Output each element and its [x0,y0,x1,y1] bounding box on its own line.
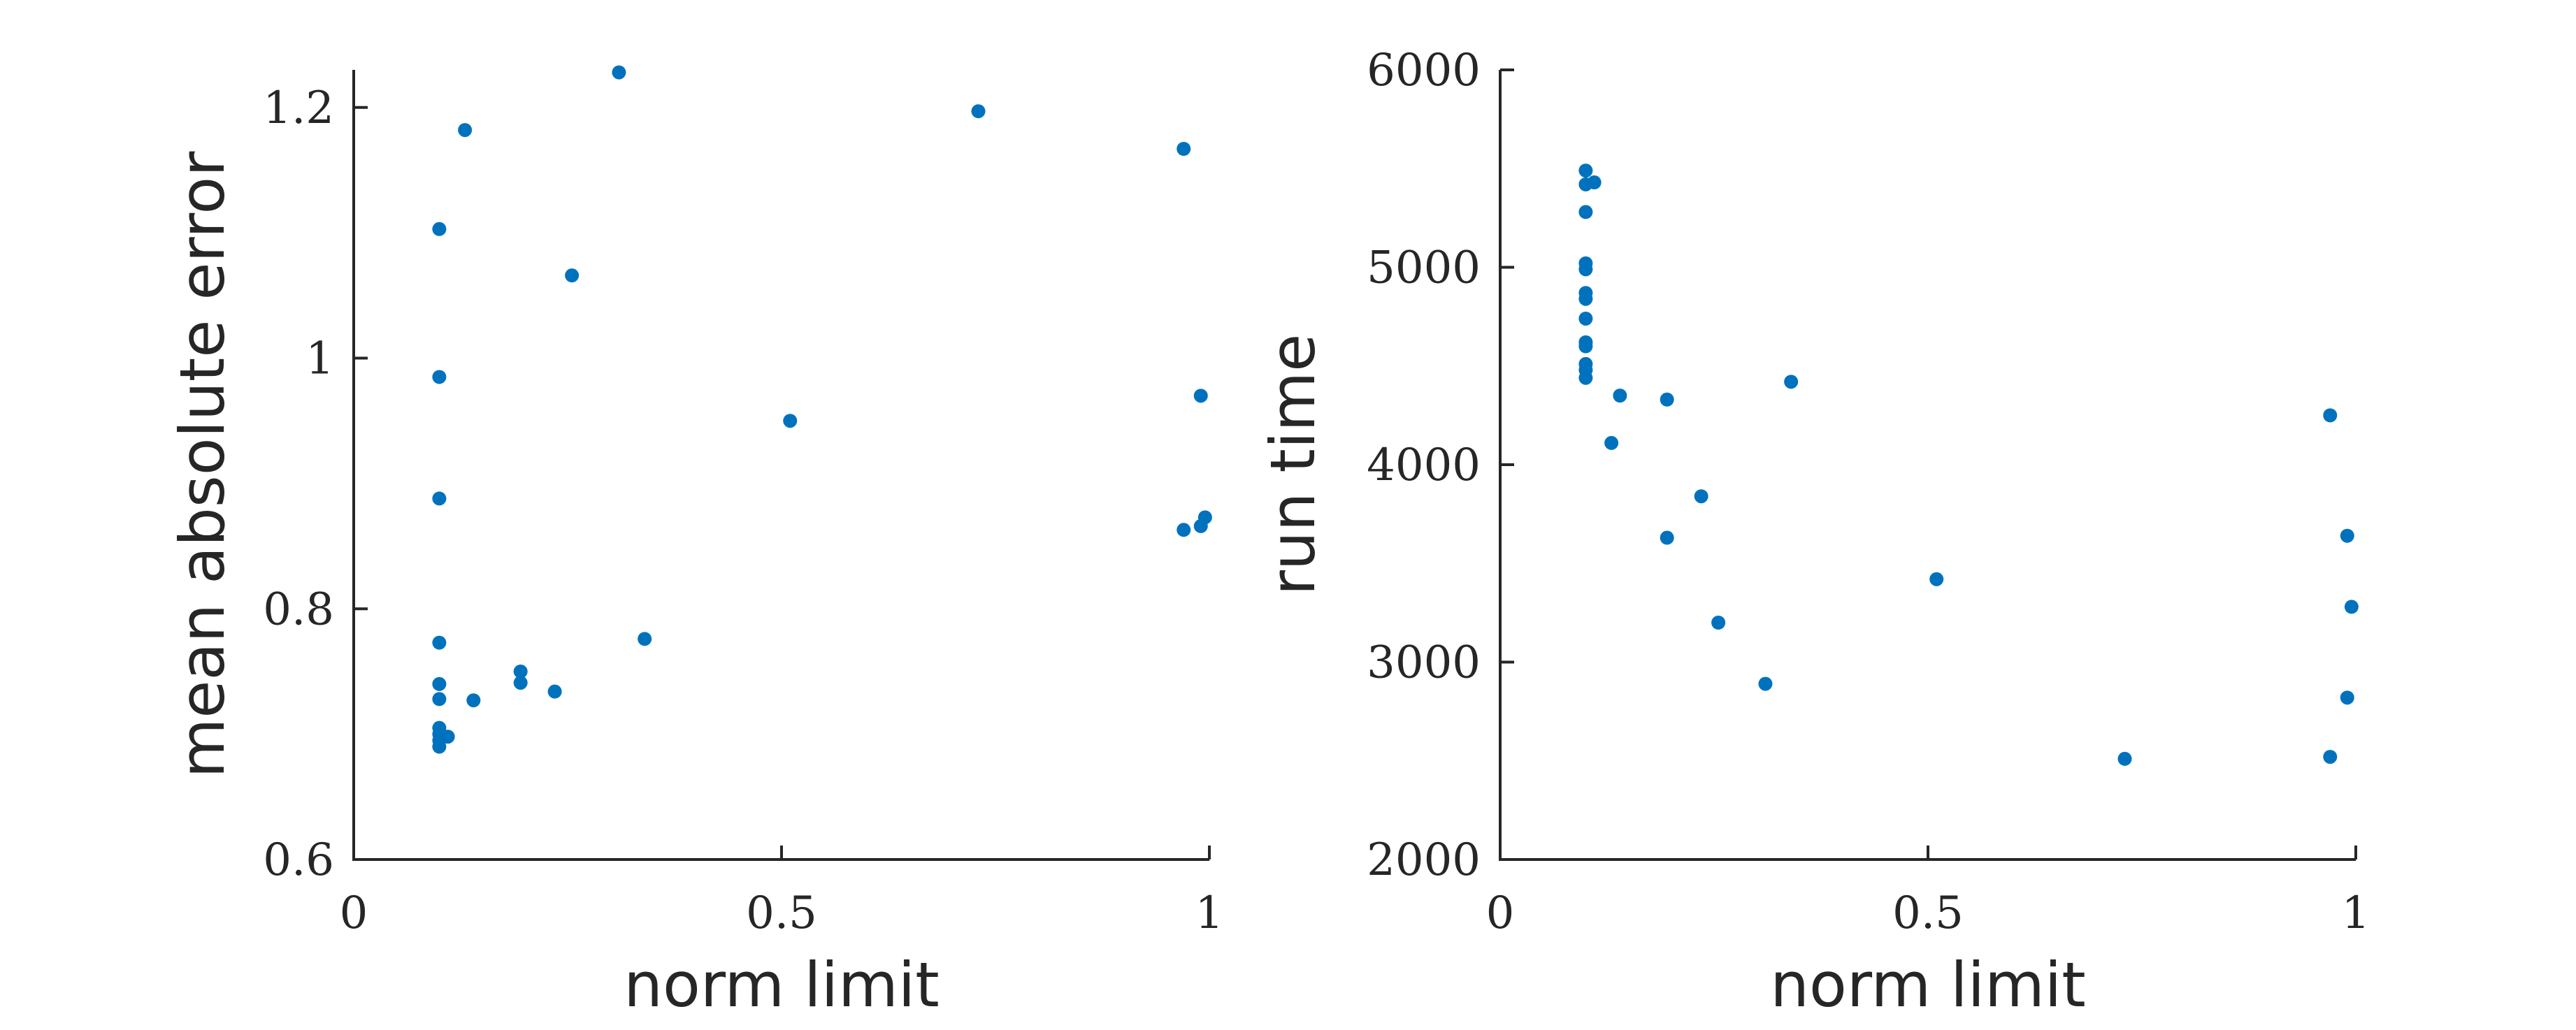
data-point [466,693,481,708]
data-point [2340,528,2354,543]
y-tick-label: 5000 [1367,242,1481,294]
runtime-scatter-chart: 2000 3000 4000 5000 6000 0 0.5 1 norm limit run t… [1257,45,2370,1021]
data-point [612,65,626,80]
y-tick-label: 4000 [1367,440,1481,491]
data-point [1613,389,1627,403]
data-point [432,491,447,506]
data-point [1784,375,1799,389]
data-point [432,370,447,384]
data-point [432,692,447,706]
data-point [1758,676,1773,691]
data-point [1578,311,1593,326]
data-point [1193,389,1208,403]
data-point [440,730,455,744]
data-point [1578,291,1593,306]
data-point [1660,392,1674,407]
x-tick-label: 1 [2342,887,2370,939]
data-point [458,123,473,138]
data-point [1193,518,1208,533]
x-tick-label: 0.5 [1892,887,1964,939]
data-point [638,632,652,646]
data-point [432,739,447,754]
data-point [565,268,580,283]
data-point [1177,523,1191,537]
x-tick-label: 0 [1486,887,1515,939]
data-point [1587,175,1602,190]
y-tick-label: 2000 [1367,834,1481,886]
data-point [2323,408,2338,423]
data-point [432,222,447,236]
y-tick-label: 0.6 [263,834,334,886]
data-point [547,684,562,699]
data-point [1177,142,1191,156]
axis-lines [352,70,1209,861]
y-tick-label: 0.8 [263,583,334,635]
data-point [1578,164,1593,178]
data-point [513,676,528,690]
x-axis-label: norm limit [1770,949,2086,1021]
y-axis-label: run time [1257,334,1329,596]
data-point [971,104,986,119]
x-tick-label: 0.5 [746,887,817,939]
data-point [1660,530,1674,545]
axis-lines [1499,70,2356,861]
data-point [2117,751,2132,766]
data-point [2323,750,2338,764]
data-point [1694,489,1708,504]
data-point [2344,600,2359,614]
data-point [1578,370,1593,385]
mae-scatter-chart: 0.6 0.8 1 1.2 0 0.5 1 norm limit mean absolute e… [166,65,1224,1021]
y-axis-label: mean absolute error [166,151,238,778]
x-axis-label: norm limit [624,949,940,1021]
data-point [1578,339,1593,354]
y-tick-label: 1.2 [263,82,334,134]
y-tick-label: 6000 [1367,45,1481,96]
data-point [1929,572,1944,586]
data-point [783,414,798,428]
data-point [1578,205,1593,219]
data-point [432,635,447,650]
data-point [513,664,528,679]
data-point [1711,616,1726,630]
x-tick-label: 1 [1195,887,1224,939]
data-point [1604,435,1619,450]
data-point [432,676,447,691]
y-tick-label: 1 [305,333,334,385]
x-tick-label: 0 [340,887,368,939]
data-point [1578,262,1593,277]
data-point [2340,690,2354,705]
y-tick-label: 3000 [1367,637,1481,689]
